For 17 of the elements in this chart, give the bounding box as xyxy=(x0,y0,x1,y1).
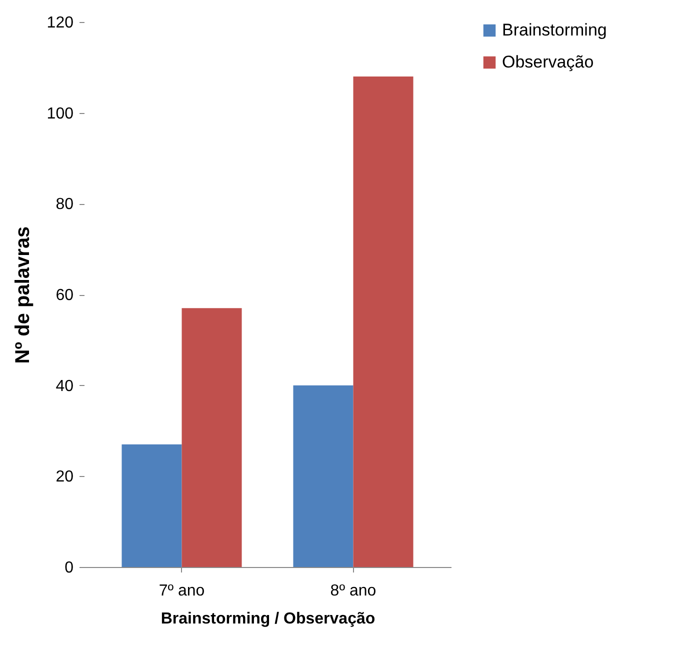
y-tick-label: 120 xyxy=(46,14,74,32)
y-tick-label: 0 xyxy=(64,560,74,576)
y-tick-label: 80 xyxy=(56,196,74,214)
y-tick-label: 60 xyxy=(56,287,74,304)
y-tick-label: 20 xyxy=(56,468,74,486)
x-tick-label: 8º ano xyxy=(330,582,376,600)
bar xyxy=(122,444,182,567)
y-tick-label: 40 xyxy=(56,378,74,395)
x-axis-title: Brainstorming / Observação xyxy=(160,610,376,628)
x-tick-label: 7º ano xyxy=(158,582,205,600)
legend-label: Observação xyxy=(502,52,594,72)
bar xyxy=(353,76,414,567)
y-tick-label: 100 xyxy=(46,105,74,122)
y-axis-title: Nº de palavras xyxy=(12,226,34,364)
bar xyxy=(293,385,354,567)
legend-label: Brainstorming xyxy=(502,20,607,40)
bar xyxy=(182,308,242,567)
